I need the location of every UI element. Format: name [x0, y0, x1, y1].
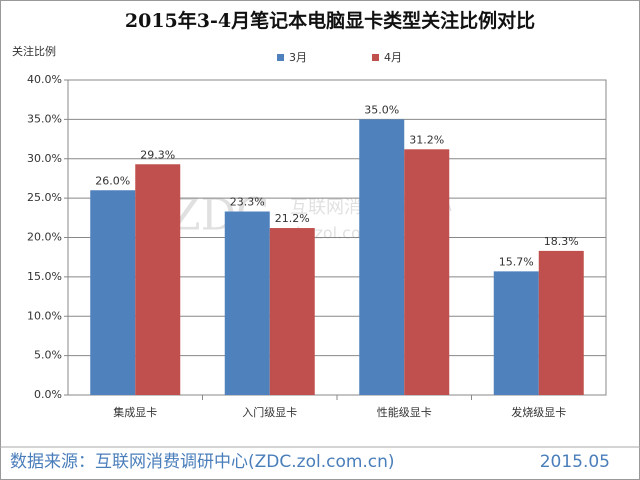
value-label: 31.2%: [409, 133, 444, 146]
source: 数据来源：互联网消费调研中心(ZDC.zol.com.cn): [10, 452, 395, 472]
value-label: 18.3%: [544, 235, 579, 248]
bar: [90, 190, 136, 395]
date: 2015.05: [540, 452, 610, 472]
y-tick-label: 35.0%: [27, 112, 62, 125]
bar: [224, 211, 270, 395]
bar: [359, 119, 405, 395]
legend-label: 4月: [384, 51, 402, 64]
bar: [493, 271, 539, 395]
y-tick-label: 30.0%: [27, 152, 62, 165]
x-tick-label: 发烧级显卡: [511, 405, 566, 419]
value-label: 21.2%: [275, 212, 310, 225]
value-label: 23.3%: [230, 196, 265, 209]
bar: [135, 164, 181, 395]
bar: [404, 149, 450, 395]
x-tick-label: 集成显卡: [113, 405, 157, 419]
y-axis-label: 关注比例: [12, 44, 56, 58]
x-tick-label: 入门级显卡: [242, 405, 297, 419]
chart-title: 2015年3-4月笔记本电脑显卡类型关注比例对比: [125, 9, 535, 32]
y-tick-label: 25.0%: [27, 191, 62, 204]
y-tick-label: 5.0%: [34, 349, 62, 362]
value-label: 15.7%: [499, 255, 534, 268]
x-tick-label: 性能级显卡: [377, 405, 432, 419]
value-label: 35.0%: [364, 103, 399, 116]
legend-swatch: [372, 54, 379, 61]
bar: [269, 228, 315, 395]
y-tick-label: 0.0%: [34, 388, 62, 401]
legend-swatch: [277, 54, 284, 61]
legend-label: 3月: [289, 51, 307, 64]
y-tick-label: 20.0%: [27, 231, 62, 244]
value-label: 26.0%: [95, 174, 130, 187]
y-tick-label: 10.0%: [27, 309, 62, 322]
value-label: 29.3%: [140, 148, 175, 161]
y-tick-label: 40.0%: [27, 73, 62, 86]
y-tick-label: 15.0%: [27, 270, 62, 283]
bar: [538, 250, 584, 395]
